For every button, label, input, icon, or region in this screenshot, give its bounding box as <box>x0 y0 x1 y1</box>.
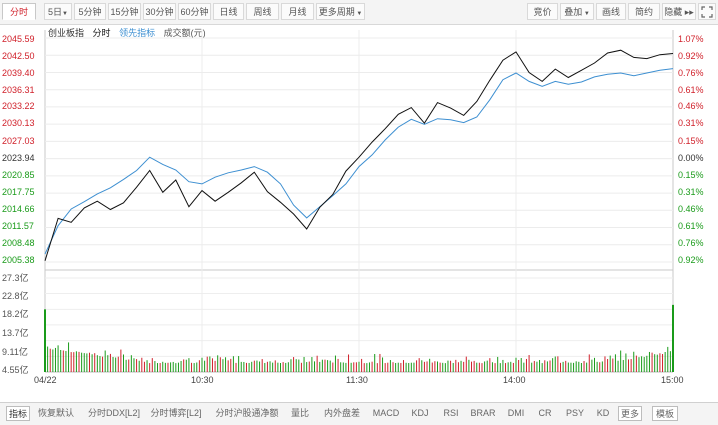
tab-weekly[interactable]: 周线 <box>246 3 279 20</box>
hide-button[interactable]: 隐藏 ▸▸ <box>662 3 696 20</box>
volume-tick-label: 4.55亿 <box>2 365 29 375</box>
tab-kd[interactable]: KD <box>596 408 610 418</box>
percent-tick-label: 0.31% <box>678 118 704 128</box>
volume-tick-label: 27.3亿 <box>2 273 29 283</box>
tab-northbound-net[interactable]: 分时沪股通净额 <box>215 408 279 418</box>
time-tick-label: 04/22 <box>34 375 57 385</box>
chart-legend: 创业板指 分时 领先指标 成交额(元) <box>48 26 212 38</box>
chevron-down-icon: ▼ <box>62 11 68 17</box>
percent-tick-label: 0.92% <box>678 255 704 265</box>
tab-kdj[interactable]: KDJ <box>411 408 429 418</box>
percent-tick-label: 0.76% <box>678 68 704 78</box>
price-tick-label: 2042.50 <box>2 51 35 61</box>
price-tick-label: 2033.22 <box>2 101 35 111</box>
tab-inner-outer[interactable]: 内外盘差 <box>323 408 360 418</box>
tab-brar[interactable]: BRAR <box>470 408 496 418</box>
tab-rsi[interactable]: RSI <box>443 408 459 418</box>
legend-timeshare: 分时 <box>92 28 111 38</box>
price-tick-label: 2036.31 <box>2 85 35 95</box>
percent-tick-label: 0.15% <box>678 136 704 146</box>
price-tick-label: 2027.03 <box>2 136 35 146</box>
percent-tick-label: 0.00% <box>678 153 704 163</box>
tab-timeshare[interactable]: 分时 <box>2 3 36 20</box>
tab-macd[interactable]: MACD <box>372 408 400 418</box>
tab-60min[interactable]: 60分钟 <box>178 3 211 20</box>
more-indicators-button[interactable]: 更多 <box>618 406 642 421</box>
tab-cr[interactable]: CR <box>538 408 552 418</box>
chevron-down-icon: ▼ <box>354 11 363 17</box>
price-tick-label: 2017.75 <box>2 187 35 197</box>
legend-turnover: 成交额(元) <box>163 28 206 38</box>
tab-daily[interactable]: 日线 <box>213 3 244 20</box>
price-tick-label: 2045.59 <box>2 34 35 44</box>
price-tick-label: 2005.38 <box>2 255 35 265</box>
leading-indicator-line <box>44 68 674 255</box>
price-tick-label: 2020.85 <box>2 170 35 180</box>
volume-bars <box>44 304 674 372</box>
indicator-label: 指标 <box>6 406 30 421</box>
tab-volume-ratio[interactable]: 量比 <box>290 408 309 418</box>
legend-leading-indicator: 领先指标 <box>119 28 156 38</box>
tab-ddx[interactable]: 分时DDX[L2] <box>87 408 140 418</box>
timeshare-price-line <box>44 49 674 261</box>
draw-line-button[interactable]: 画线 <box>596 3 626 20</box>
fullscreen-icon[interactable] <box>698 3 716 20</box>
percent-tick-label: 0.61% <box>678 85 704 95</box>
indicator-toolbar: 指标 恢复默认 分时DDX[L2] 分时博弈[L2] 分时沪股通净额 量比 内外… <box>0 402 718 425</box>
tab-30min[interactable]: 30分钟 <box>143 3 176 20</box>
double-chevron-right-icon: ▸▸ <box>682 7 694 17</box>
tab-5day[interactable]: 5日▼ <box>44 3 72 20</box>
tab-game[interactable]: 分时博弈[L2] <box>150 408 202 418</box>
restore-default-tab[interactable]: 恢复默认 <box>37 408 74 418</box>
template-button[interactable]: 模板 <box>652 406 678 421</box>
time-tick-label: 10:30 <box>191 375 214 385</box>
percent-tick-label: 0.61% <box>678 221 704 231</box>
chart-grid <box>44 30 674 373</box>
overlay-button[interactable]: 叠加 ▼ <box>560 3 594 20</box>
percent-tick-label: 0.46% <box>678 101 704 111</box>
tab-more-periods[interactable]: 更多周期 ▼ <box>316 3 365 20</box>
bid-button[interactable]: 竞价 <box>527 3 558 20</box>
price-tick-label: 2008.48 <box>2 238 35 248</box>
time-tick-label: 11:30 <box>346 375 368 385</box>
simple-mode-button[interactable]: 简约 <box>628 3 660 20</box>
volume-tick-label: 18.2亿 <box>2 309 29 319</box>
volume-tick-label: 13.7亿 <box>2 328 29 338</box>
percent-tick-label: 0.15% <box>678 170 704 180</box>
volume-tick-label: 9.11亿 <box>2 347 28 357</box>
price-tick-label: 2023.94 <box>2 153 35 163</box>
percent-tick-label: 0.31% <box>678 187 704 197</box>
tab-psy[interactable]: PSY <box>565 408 584 418</box>
percent-tick-label: 0.92% <box>678 51 704 61</box>
tab-dmi[interactable]: DMI <box>507 408 525 418</box>
percent-tick-label: 1.07% <box>678 34 704 44</box>
volume-tick-label: 22.8亿 <box>2 291 29 301</box>
price-tick-label: 2011.57 <box>2 221 34 231</box>
price-tick-label: 2014.66 <box>2 204 35 214</box>
tab-monthly[interactable]: 月线 <box>281 3 314 20</box>
percent-tick-label: 0.46% <box>678 204 704 214</box>
period-toolbar: 分时 5日▼ 5分钟 15分钟 30分钟 60分钟 日线 周线 月线 更多周期 … <box>0 0 718 25</box>
tab-15min[interactable]: 15分钟 <box>108 3 141 20</box>
percent-tick-label: 0.76% <box>678 238 704 248</box>
tab-5min[interactable]: 5分钟 <box>74 3 106 20</box>
price-tick-label: 2039.40 <box>2 68 35 78</box>
chevron-down-icon: ▼ <box>582 11 590 17</box>
legend-index-name: 创业板指 <box>48 28 85 38</box>
time-tick-label: 14:00 <box>503 375 526 385</box>
price-tick-label: 2030.13 <box>2 118 35 128</box>
time-tick-label: 15:00 <box>661 375 684 385</box>
